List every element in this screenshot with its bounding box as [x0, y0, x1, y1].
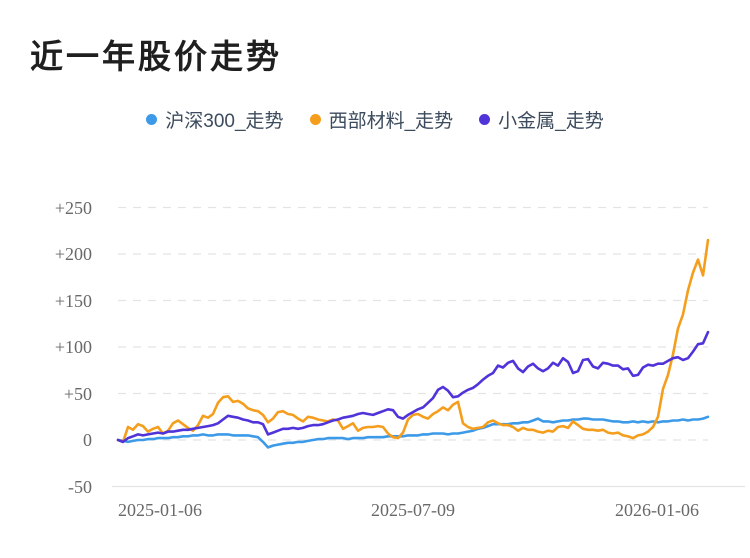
x-axis-tick-label: 2025-01-06	[118, 500, 202, 520]
legend-label: 西部材料_走势	[328, 111, 454, 132]
series-dot-icon	[479, 114, 491, 125]
y-axis-tick-label: +100	[54, 337, 92, 357]
legend-label: 沪深300_走势	[165, 111, 284, 132]
legend-item-xiaojinshu[interactable]: 小金属_走势	[479, 106, 604, 133]
series-line-1[interactable]	[116, 238, 710, 444]
series-line-2[interactable]	[116, 330, 710, 444]
series-dot-icon	[146, 114, 158, 125]
legend-item-xibucailiao[interactable]: 西部材料_走势	[309, 106, 454, 133]
series-dot-icon	[309, 114, 321, 125]
y-axis-tick-label: +50	[63, 383, 92, 404]
legend-label: 小金属_走势	[498, 111, 604, 132]
x-axis-tick-label: 2025-07-09	[371, 500, 455, 520]
x-axis-tick-label: 2026-01-06	[615, 500, 699, 520]
chart-legend: 沪深300_走势 西部材料_走势 小金属_走势	[0, 106, 750, 133]
y-axis-tick-label: +150	[54, 290, 92, 311]
chart-title: 近一年股价走势	[30, 38, 282, 75]
y-axis-tick-label: 0	[83, 430, 92, 450]
y-axis-tick-label: +200	[54, 244, 92, 264]
y-axis-tick-label: +250	[54, 197, 92, 218]
y-axis-tick-label: -50	[68, 476, 92, 497]
legend-item-hushen300[interactable]: 沪深300_走势	[146, 106, 284, 133]
series-line-0[interactable]	[116, 415, 710, 449]
